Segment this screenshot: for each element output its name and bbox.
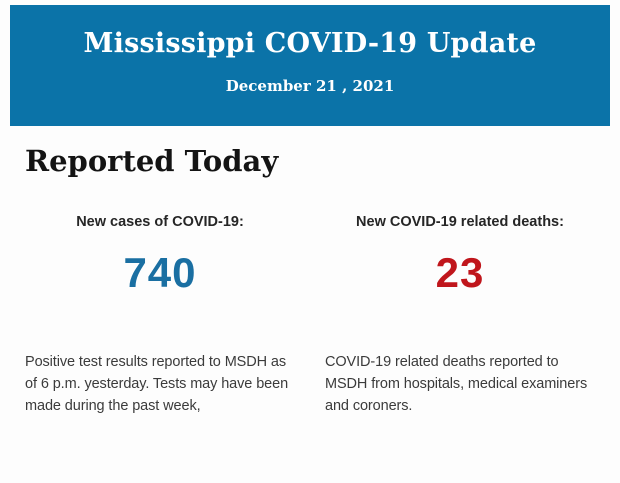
header-banner: Mississippi COVID-19 Update December 21 …	[10, 5, 610, 126]
new-cases-description: Positive test results reported to MSDH a…	[25, 354, 289, 414]
section-title: Reported Today	[25, 144, 279, 178]
stat-new-deaths: New COVID-19 related deaths: 23 COVID-19…	[325, 214, 595, 417]
page: Mississippi COVID-19 Update December 21 …	[0, 5, 620, 483]
new-deaths-description: COVID-19 related deaths reported to MSDH…	[325, 354, 588, 414]
new-deaths-value: 23	[435, 249, 485, 296]
stat-new-cases: New cases of COVID-19: 740 Positive test…	[25, 214, 295, 417]
new-deaths-label: New COVID-19 related deaths:	[356, 214, 564, 230]
page-title: Mississippi COVID-19 Update	[83, 28, 537, 59]
stats-grid: New cases of COVID-19: 740 Positive test…	[25, 214, 595, 417]
report-date: December 21 , 2021	[225, 77, 395, 95]
new-cases-label: New cases of COVID-19:	[76, 214, 244, 230]
new-cases-value: 740	[123, 249, 197, 296]
main-content: Reported Today New cases of COVID-19: 74…	[0, 126, 620, 417]
